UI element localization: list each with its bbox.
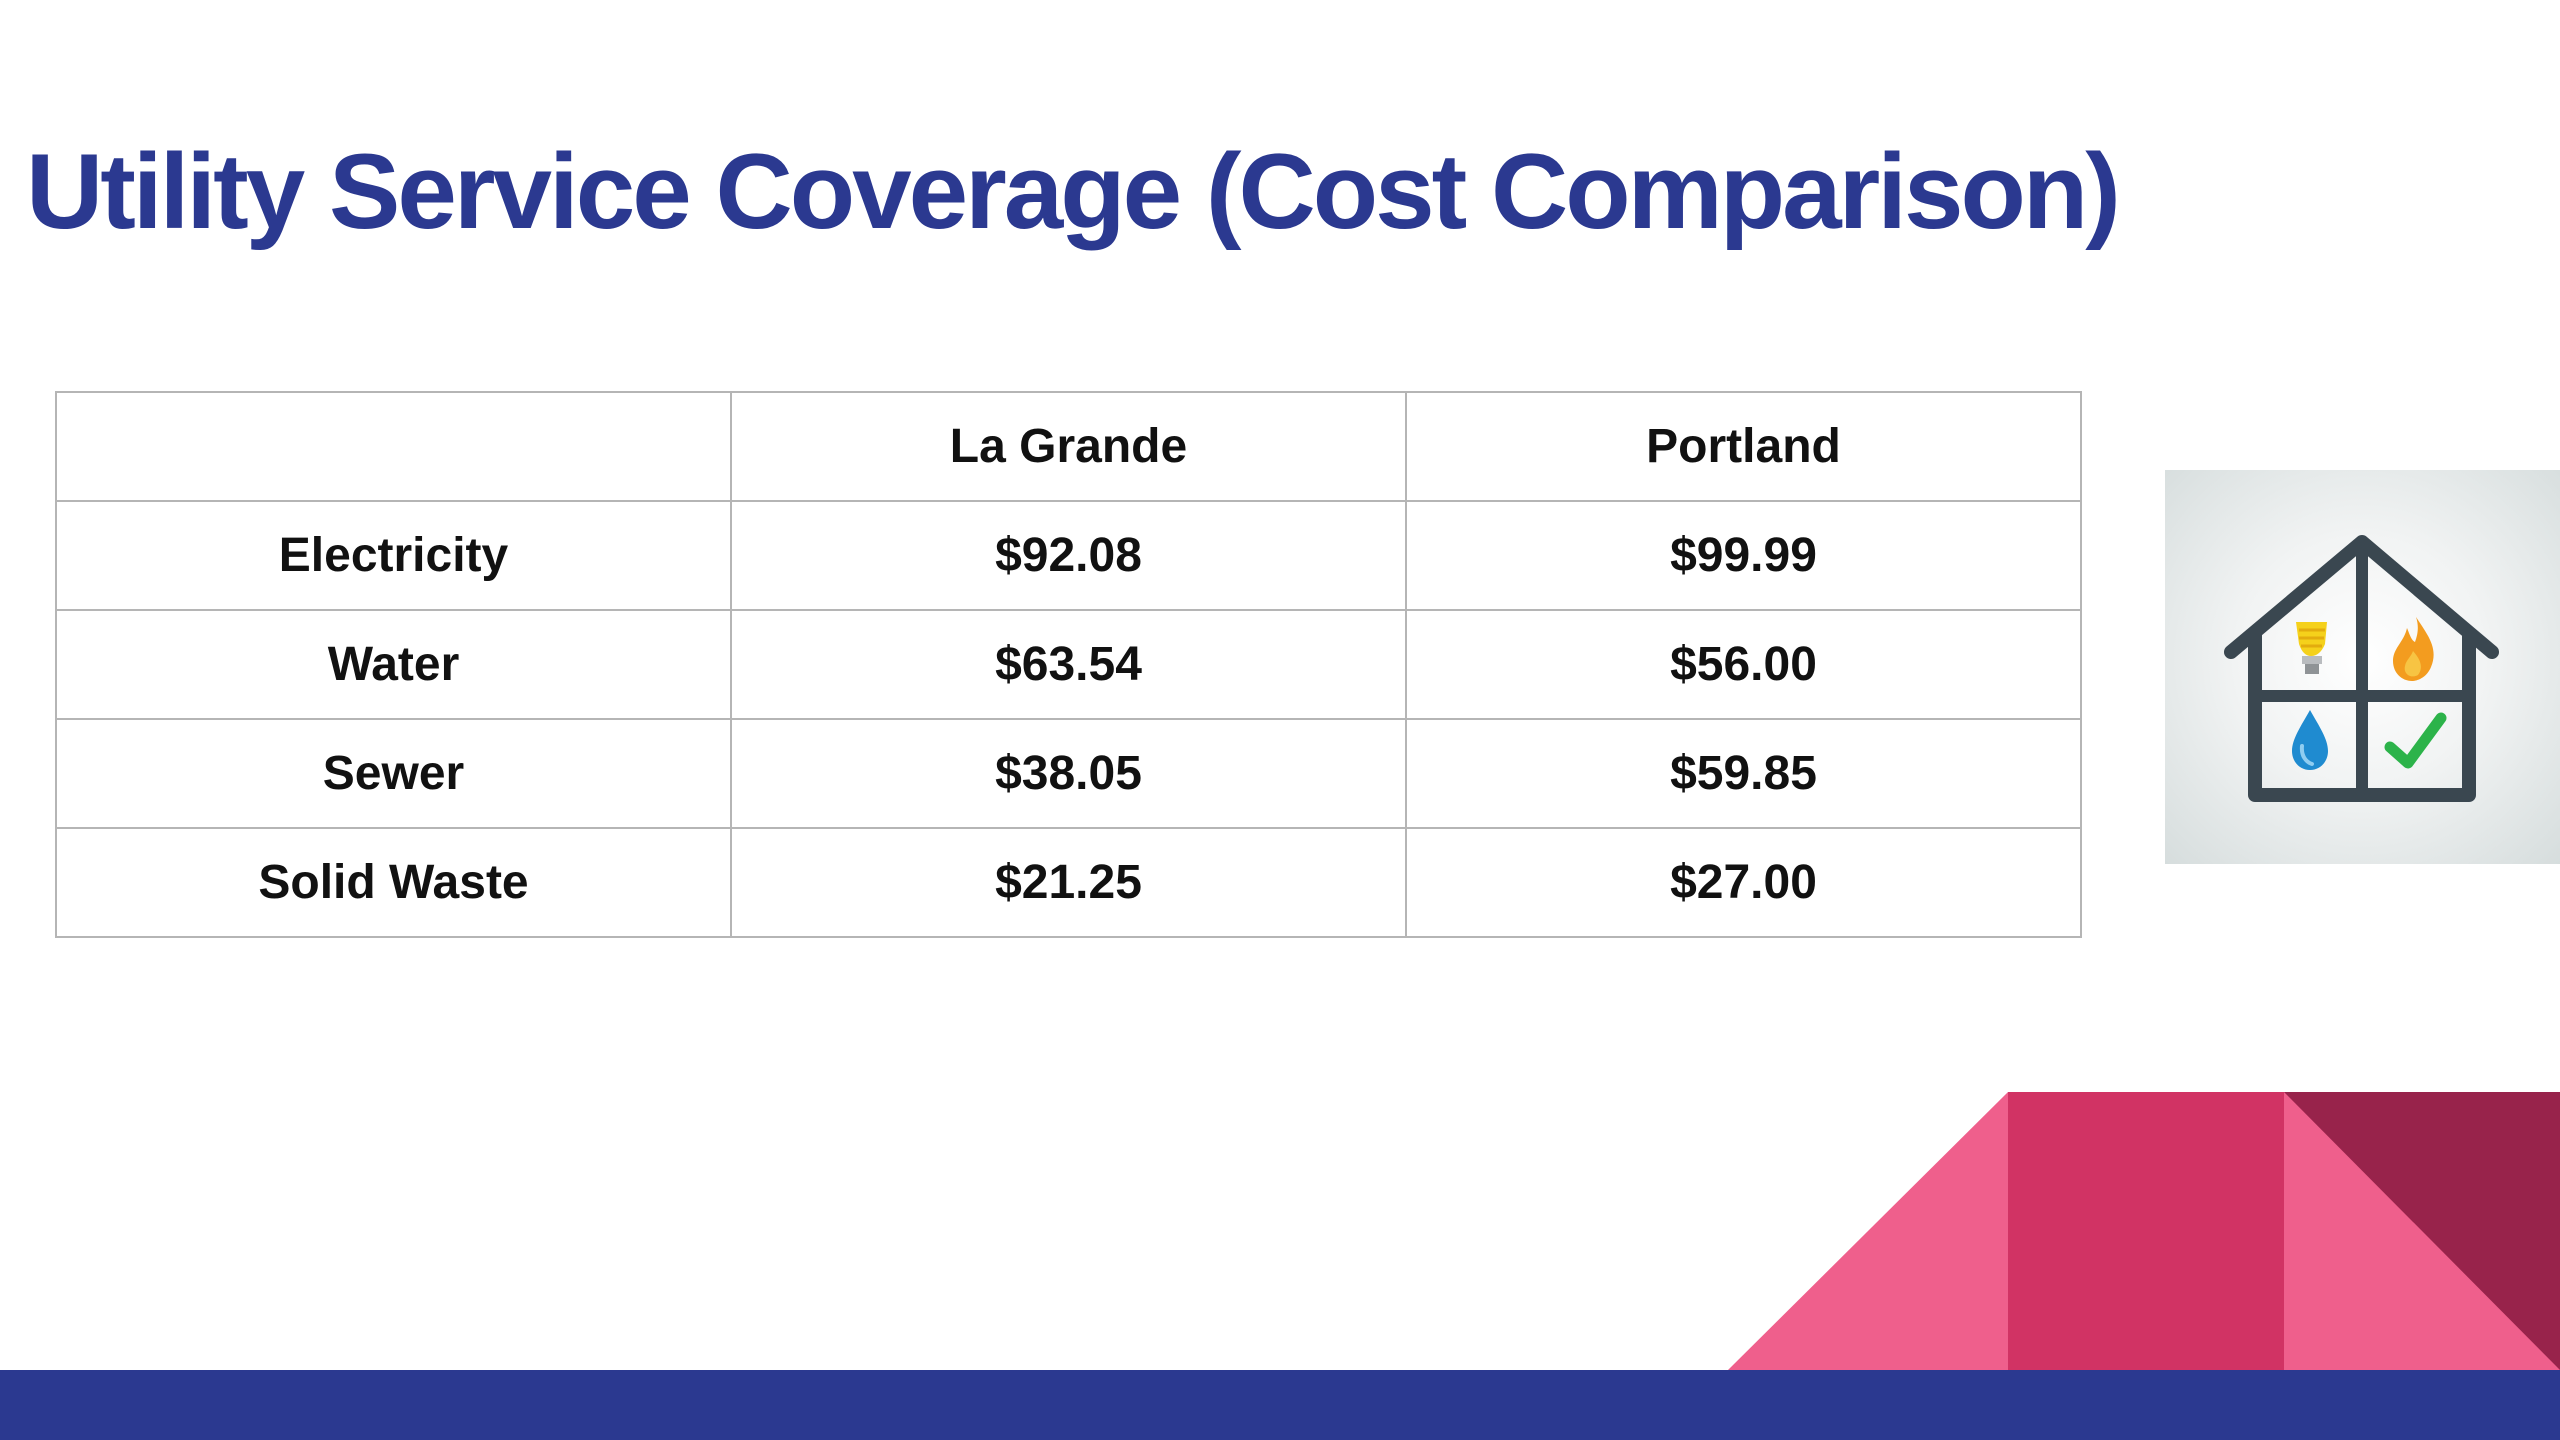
pink-triangle-shape [1728,1092,2008,1370]
row-label: Solid Waste [55,827,732,938]
table-cell: $21.25 [730,827,1407,938]
table-row: Sewer $38.05 $59.85 [55,718,2082,829]
slide-title: Utility Service Coverage (Cost Compariso… [26,131,2121,251]
table-row: Solid Waste $21.25 $27.00 [55,827,2082,938]
table-header-row: La Grande Portland [55,391,2082,502]
row-label: Electricity [55,500,732,611]
table-row: Water $63.54 $56.00 [55,609,2082,720]
house-outline-icon [2224,535,2499,802]
table-cell: $56.00 [1405,609,2082,720]
checkmark-icon [2384,712,2447,769]
footer-bar [0,1370,2560,1440]
table-corner-cell [55,391,732,502]
table-cell: $38.05 [730,718,1407,829]
column-header-portland: Portland [1405,391,2082,502]
table-cell: $27.00 [1405,827,2082,938]
row-label: Water [55,609,732,720]
table-cell: $99.99 [1405,500,2082,611]
water-drop-icon [2292,710,2328,770]
pink-diagonal-shape [2284,1092,2560,1370]
lightbulb-icon [2296,622,2327,674]
table-cell: $63.54 [730,609,1407,720]
house-utilities-icon [2165,470,2560,864]
cost-comparison-table: La Grande Portland Electricity $92.08 $9… [55,391,2082,938]
row-label: Sewer [55,718,732,829]
column-header-la-grande: La Grande [730,391,1407,502]
table-row: Electricity $92.08 $99.99 [55,500,2082,611]
decorative-corner-shapes [1728,1092,2560,1370]
table-cell: $59.85 [1405,718,2082,829]
flame-icon [2393,617,2434,681]
table-cell: $92.08 [730,500,1407,611]
magenta-block-shape [2008,1092,2284,1370]
